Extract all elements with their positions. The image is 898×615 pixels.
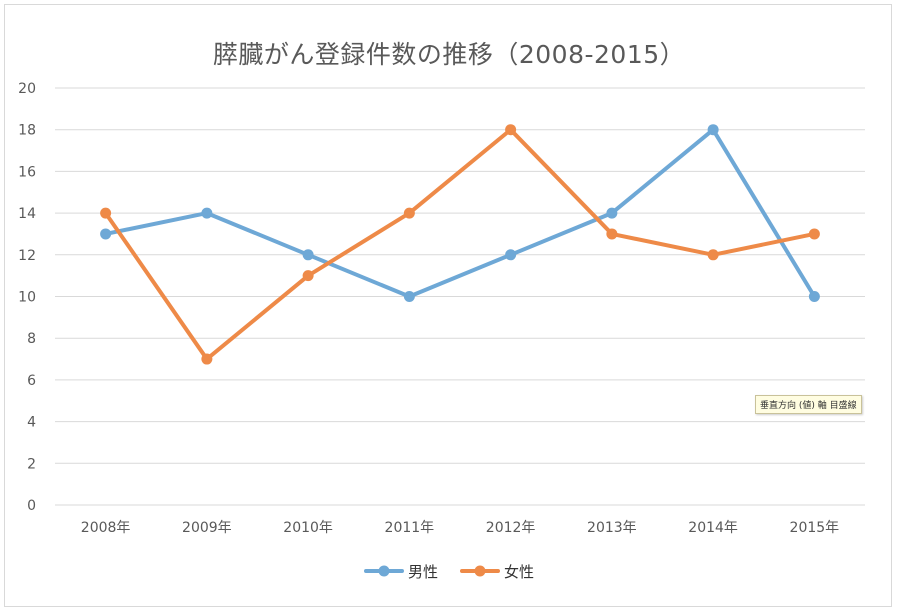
series-line-1 [103,127,817,362]
x-tick-label: 2013年 [587,520,637,536]
y-tick-label: 12 [18,248,36,264]
x-tick-label: 2014年 [688,520,738,536]
data-point [100,228,112,240]
y-tick-label: 0 [27,498,36,514]
x-tick-label: 2011年 [385,520,435,536]
y-tick-label: 14 [18,206,36,222]
data-point [808,228,820,240]
chart-title: 膵臓がん登録件数の推移（2008-2015） [212,40,686,69]
data-point [403,291,415,302]
x-tick-label: 2008年 [81,520,131,536]
chart-frame: 膵臓がん登録件数の推移（2008-2015） [4,4,892,607]
y-tick-label: 8 [27,331,36,347]
y-tick-label: 16 [18,164,36,180]
x-tick-label: 2010年 [283,520,333,536]
data-point [606,207,618,219]
data-point [201,353,213,365]
x-tick-label: 2015年 [790,520,840,536]
data-point [808,291,820,302]
data-point [505,124,517,136]
series-line-0 [103,127,817,299]
data-point [707,124,719,136]
data-point [201,207,213,219]
legend-label: 女性 [504,563,534,581]
y-tick-label: 2 [27,456,36,472]
legend-marker-1 [474,565,486,577]
data-point [606,228,618,240]
x-tick-label: 2012年 [486,520,536,536]
data-point [403,207,415,219]
data-point [302,270,314,282]
data-point [505,249,517,261]
x-tick-label: 2009年 [182,520,232,536]
gridline-tooltip: 垂直方向 (値) 軸 目盛線 [755,395,862,414]
legend-marker-0 [378,565,390,577]
y-tick-label: 18 [18,123,36,139]
y-tick-label: 20 [18,81,36,97]
data-point [707,249,719,261]
data-point [100,207,112,219]
y-tick-label: 4 [27,415,36,431]
y-tick-label: 10 [18,290,36,306]
y-tick-label: 6 [27,373,36,389]
data-point [302,249,314,261]
legend-label: 男性 [408,563,438,581]
